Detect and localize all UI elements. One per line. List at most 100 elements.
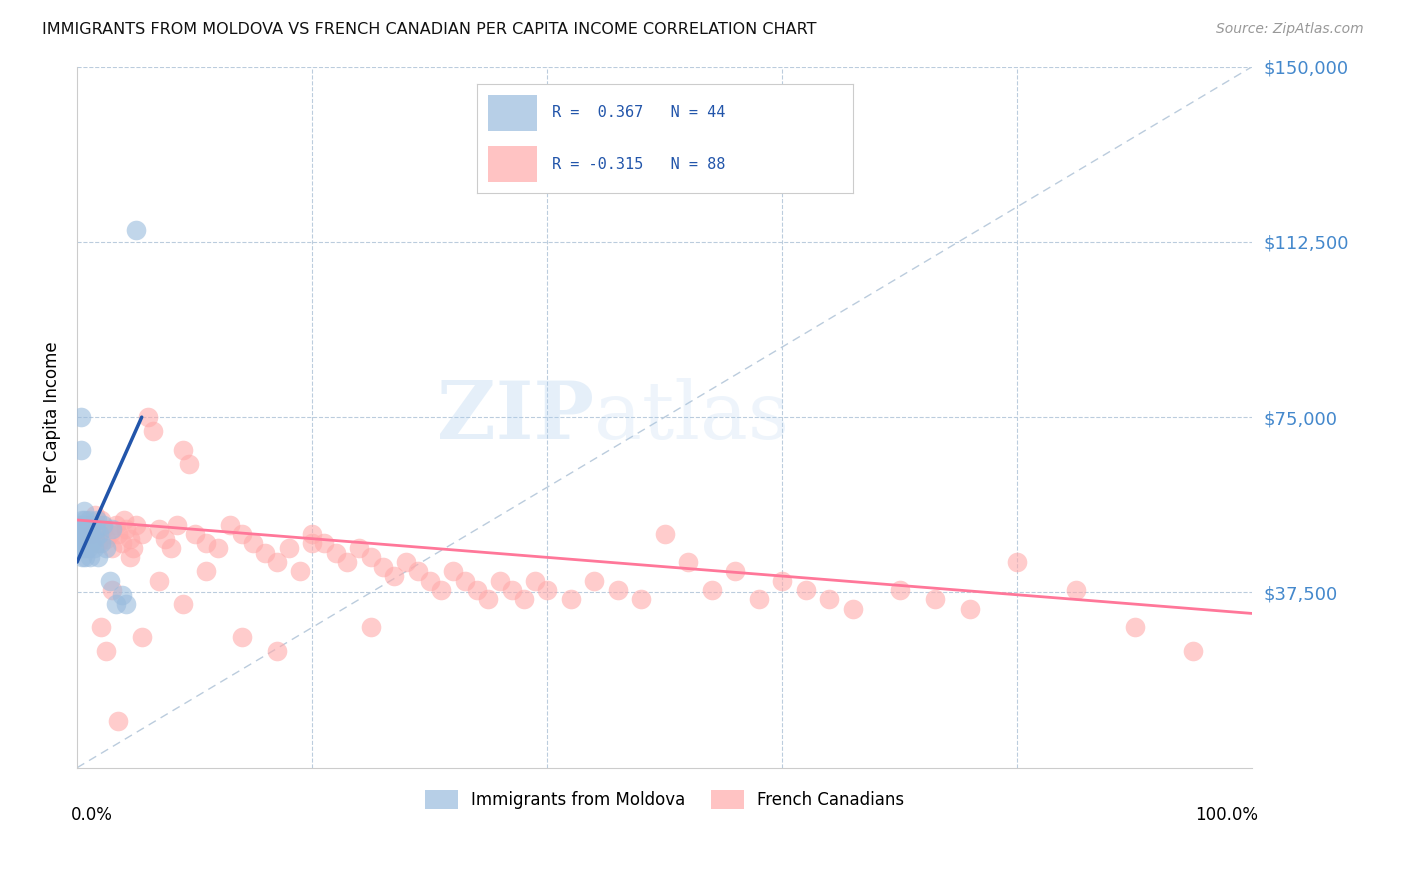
Y-axis label: Per Capita Income: Per Capita Income xyxy=(44,342,60,493)
Point xyxy=(536,583,558,598)
Point xyxy=(87,550,110,565)
Point xyxy=(75,513,97,527)
Point xyxy=(111,588,134,602)
Point xyxy=(218,517,240,532)
Point xyxy=(183,527,205,541)
Point xyxy=(1182,644,1205,658)
Point xyxy=(172,597,194,611)
Point xyxy=(195,536,218,550)
Text: 100.0%: 100.0% xyxy=(1195,806,1258,824)
Point xyxy=(489,574,512,588)
Point xyxy=(83,508,105,523)
Point xyxy=(70,513,93,527)
Point xyxy=(101,541,124,555)
Point xyxy=(98,527,121,541)
Point xyxy=(122,541,145,555)
Point xyxy=(454,574,477,588)
Point xyxy=(107,714,129,728)
Point xyxy=(77,517,100,532)
Point xyxy=(136,410,159,425)
Point xyxy=(959,601,981,615)
Point xyxy=(419,574,441,588)
Point xyxy=(465,583,488,598)
Point xyxy=(84,522,107,536)
Point xyxy=(266,555,288,569)
Point xyxy=(770,574,793,588)
Point xyxy=(76,541,98,555)
Point xyxy=(80,527,103,541)
Point xyxy=(82,517,104,532)
Point xyxy=(501,583,523,598)
Point xyxy=(1123,620,1146,634)
Point xyxy=(69,536,91,550)
Point xyxy=(125,517,148,532)
Point xyxy=(406,565,429,579)
Point xyxy=(142,424,165,438)
Point xyxy=(79,527,101,541)
Point xyxy=(177,457,200,471)
Point xyxy=(382,569,405,583)
Point xyxy=(90,536,112,550)
Point xyxy=(77,522,100,536)
Point xyxy=(75,527,97,541)
Point xyxy=(360,620,382,634)
Point xyxy=(118,550,141,565)
Point xyxy=(1005,555,1028,569)
Point xyxy=(148,574,170,588)
Point xyxy=(794,583,817,598)
Point xyxy=(924,592,946,607)
Point xyxy=(1064,583,1087,598)
Point xyxy=(312,536,335,550)
Point xyxy=(67,527,90,541)
Point xyxy=(118,532,141,546)
Text: atlas: atlas xyxy=(595,378,789,456)
Point xyxy=(72,527,94,541)
Point xyxy=(166,517,188,532)
Point xyxy=(301,527,323,541)
Point xyxy=(231,527,253,541)
Point xyxy=(430,583,453,598)
Point xyxy=(112,513,135,527)
Point xyxy=(360,550,382,565)
Point xyxy=(131,630,153,644)
Point xyxy=(86,513,108,527)
Point xyxy=(76,532,98,546)
Point xyxy=(115,522,138,536)
Point xyxy=(231,630,253,644)
Point xyxy=(73,503,96,517)
Point xyxy=(654,527,676,541)
Point xyxy=(87,536,110,550)
Point xyxy=(76,517,98,532)
Point xyxy=(395,555,418,569)
Point xyxy=(477,592,499,607)
Point xyxy=(77,513,100,527)
Point xyxy=(69,541,91,555)
Text: IMMIGRANTS FROM MOLDOVA VS FRENCH CANADIAN PER CAPITA INCOME CORRELATION CHART: IMMIGRANTS FROM MOLDOVA VS FRENCH CANADI… xyxy=(42,22,817,37)
Point xyxy=(583,574,606,588)
Point xyxy=(91,517,114,532)
Point xyxy=(889,583,911,598)
Point xyxy=(98,574,121,588)
Point xyxy=(79,550,101,565)
Text: ZIP: ZIP xyxy=(437,378,595,456)
Point xyxy=(724,565,747,579)
Point xyxy=(606,583,628,598)
Point xyxy=(70,522,93,536)
Point xyxy=(69,532,91,546)
Point xyxy=(96,644,118,658)
Point xyxy=(172,442,194,457)
Point xyxy=(325,546,347,560)
Point xyxy=(131,527,153,541)
Point xyxy=(91,522,114,536)
Point xyxy=(748,592,770,607)
Point xyxy=(69,410,91,425)
Point xyxy=(107,527,129,541)
Point xyxy=(371,559,394,574)
Point xyxy=(76,536,98,550)
Point xyxy=(73,532,96,546)
Point xyxy=(73,541,96,555)
Point xyxy=(111,536,134,550)
Point xyxy=(155,532,177,546)
Point xyxy=(90,513,112,527)
Point xyxy=(512,592,534,607)
